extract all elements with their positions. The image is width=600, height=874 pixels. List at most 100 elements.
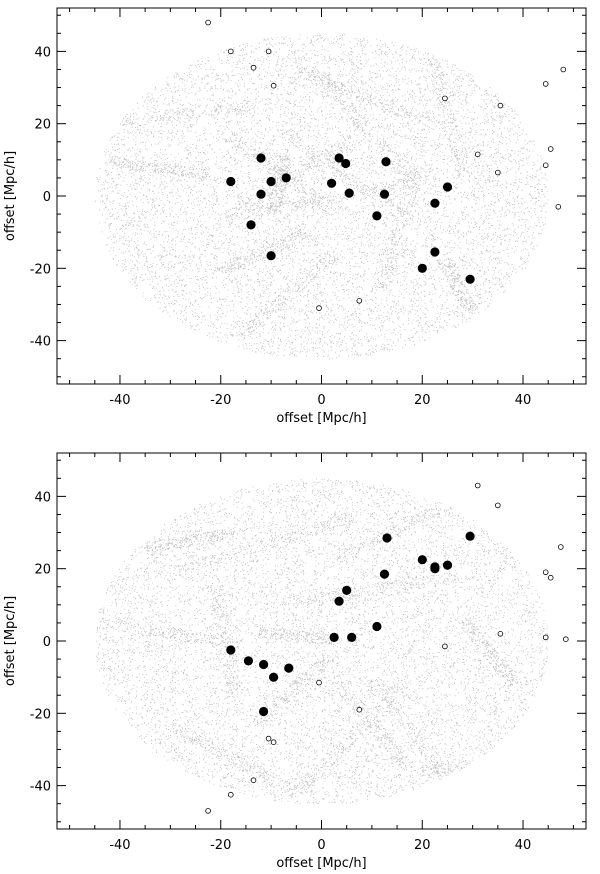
filled-point-0 — [226, 176, 236, 187]
open-point-10 — [356, 706, 363, 713]
open-point-2 — [557, 544, 564, 550]
x-tick-label: -20 — [210, 838, 231, 853]
y-tick-label: -40 — [30, 335, 51, 350]
y-axis-label-top: offset [Mpc/h] — [3, 151, 18, 241]
panel-top: -40 -20 0 20 40 -40 -20 0 20 40 offset [Mpc/h] o… — [3, 7, 587, 426]
open-point-12 — [270, 739, 277, 745]
filled-point-16 — [430, 247, 440, 257]
background-point-cloud — [95, 478, 549, 804]
x-ticks-bottom: -40 -20 0 20 40 — [69, 453, 574, 853]
plot-frame-bottom — [56, 452, 587, 830]
open-point-8 — [442, 643, 448, 650]
y-tick-label: 0 — [43, 635, 51, 650]
x-tick-label: -40 — [109, 838, 130, 853]
filled-point-3 — [269, 672, 279, 682]
filled-markers-bottom — [226, 531, 475, 717]
filled-point-4 — [281, 173, 291, 183]
open-point-4 — [547, 574, 554, 581]
filled-point-12 — [379, 189, 390, 199]
y-tick-label: 20 — [34, 563, 51, 578]
open-point-3 — [250, 64, 257, 71]
open-point-0 — [474, 482, 481, 489]
x-tick-label: 0 — [317, 393, 325, 408]
filled-point-15 — [442, 182, 453, 192]
x-axis-label-top: offset [Mpc/h] — [276, 411, 366, 426]
x-ticks-top: -40 -20 0 20 40 — [69, 8, 574, 408]
open-point-0 — [205, 19, 211, 26]
open-point-14 — [228, 791, 234, 798]
filled-point-10 — [372, 621, 382, 632]
background-point-cloud — [95, 34, 549, 360]
filled-point-16 — [442, 560, 453, 570]
open-point-10 — [474, 151, 481, 158]
open-point-14 — [356, 297, 363, 304]
y-tick-label: 20 — [34, 118, 51, 133]
x-tick-label: -20 — [210, 393, 231, 408]
filled-point-18 — [465, 274, 475, 284]
open-point-9 — [316, 679, 322, 686]
background-points-bottom — [95, 478, 549, 804]
y-tick-label: -20 — [30, 707, 51, 722]
open-point-7 — [562, 636, 569, 642]
filled-point-1 — [243, 656, 253, 666]
filled-point-9 — [347, 632, 357, 643]
filled-point-13 — [417, 555, 427, 565]
y-tick-label: 40 — [34, 45, 51, 60]
open-point-5 — [442, 95, 448, 102]
open-point-11 — [265, 735, 272, 742]
open-point-12 — [494, 169, 501, 176]
y-axis-label-bottom: offset [Mpc/h] — [3, 596, 18, 686]
y-tick-label: -20 — [30, 262, 51, 277]
open-point-11 — [542, 162, 549, 169]
filled-point-12 — [382, 533, 392, 543]
open-point-4 — [270, 82, 277, 89]
x-axis-label-bottom: offset [Mpc/h] — [276, 856, 366, 871]
y-tick-label: 0 — [43, 190, 51, 205]
y-tick-label: -40 — [30, 780, 51, 795]
filled-point-6 — [329, 632, 339, 643]
open-point-13 — [555, 204, 562, 210]
open-point-1 — [494, 502, 501, 509]
filled-point-11 — [379, 569, 390, 579]
filled-point-8 — [334, 153, 344, 163]
filled-point-11 — [372, 211, 382, 221]
plot-frame-top — [56, 7, 587, 385]
open-point-3 — [542, 569, 549, 576]
filled-point-14 — [430, 198, 440, 208]
filled-point-17 — [465, 531, 475, 541]
open-point-1 — [228, 48, 234, 55]
filled-point-2 — [256, 189, 266, 199]
open-point-8 — [560, 66, 567, 73]
filled-point-4 — [284, 663, 294, 673]
filled-point-15 — [430, 562, 440, 572]
open-point-6 — [542, 634, 549, 641]
open-point-6 — [497, 102, 504, 109]
filled-point-5 — [259, 706, 269, 717]
x-tick-label: 40 — [515, 838, 532, 853]
filled-point-17 — [417, 263, 427, 273]
filled-point-8 — [342, 585, 352, 596]
y-ticks-bottom: -40 -20 0 20 40 — [30, 459, 586, 823]
filled-point-0 — [226, 645, 236, 655]
x-tick-label: -40 — [109, 393, 130, 408]
open-point-2 — [265, 48, 272, 55]
background-points-top — [95, 34, 549, 360]
open-point-9 — [547, 146, 554, 152]
open-point-15 — [316, 305, 322, 311]
open-markers-top — [205, 19, 567, 311]
filled-point-3 — [266, 176, 276, 187]
filled-markers-top — [226, 153, 475, 284]
x-tick-label: 40 — [515, 393, 532, 408]
filled-point-6 — [266, 251, 276, 261]
open-point-15 — [205, 808, 211, 814]
filled-point-9 — [341, 158, 351, 169]
filled-point-7 — [334, 596, 344, 606]
filled-point-1 — [256, 153, 266, 163]
x-tick-label: 20 — [414, 393, 431, 408]
y-tick-label: 40 — [34, 490, 51, 505]
open-point-13 — [250, 777, 257, 783]
filled-point-2 — [259, 659, 269, 670]
filled-point-7 — [327, 178, 337, 188]
panel-bottom: -40 -20 0 20 40 -40 -20 0 20 40 offset [Mpc/h] o… — [3, 452, 587, 871]
